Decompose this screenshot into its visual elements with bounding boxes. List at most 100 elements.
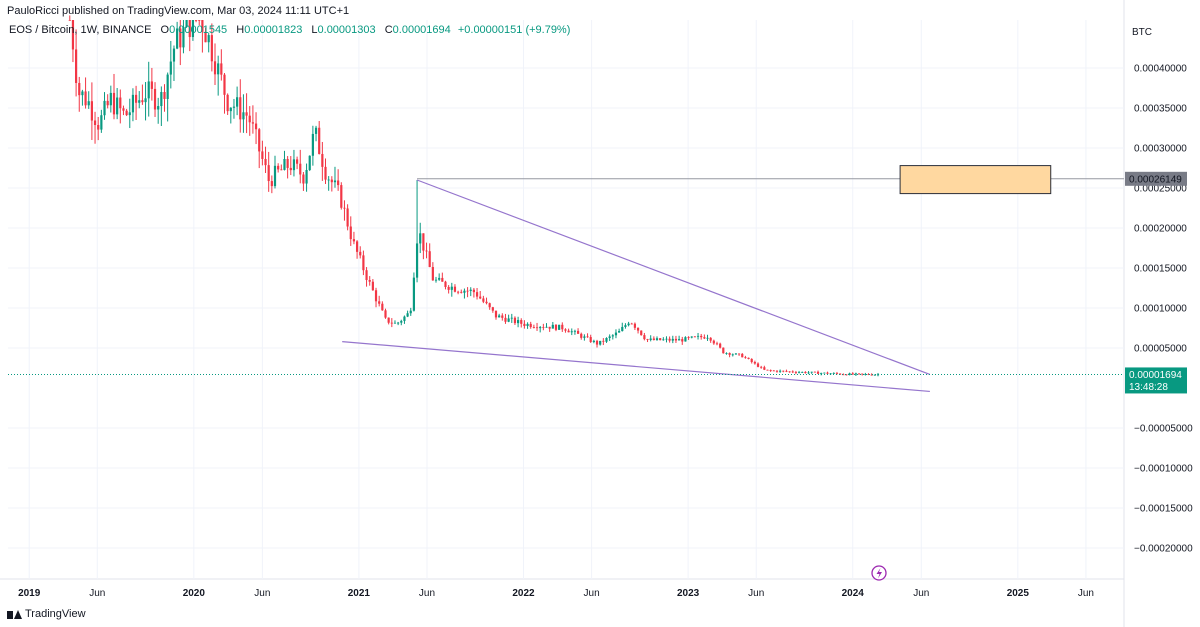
time-tick-label: 2019: [18, 588, 41, 599]
candle-body: [561, 324, 564, 330]
close-value: 0.00001694: [392, 24, 451, 36]
candle-body: [526, 323, 529, 326]
time-tick-label: Jun: [913, 588, 929, 599]
candle-body: [273, 165, 277, 187]
candle-body: [482, 298, 485, 302]
level-price-label: 0.00026149: [1129, 174, 1182, 185]
candle-body: [318, 127, 321, 154]
candle-body: [371, 281, 374, 291]
candle-body: [251, 122, 254, 124]
level-price-badge[interactable]: 0.00026149: [1125, 171, 1187, 186]
footer-brand[interactable]: TradingView: [7, 608, 86, 620]
candle-body: [308, 155, 311, 171]
candle-body: [488, 303, 491, 308]
candle-body: [163, 92, 166, 99]
candle-body: [346, 208, 349, 227]
lightning-icon[interactable]: [871, 565, 887, 581]
candle-body: [700, 335, 703, 338]
candle-body: [264, 158, 267, 166]
candle-body: [542, 327, 545, 328]
candle-body: [539, 327, 542, 329]
candle-body: [444, 281, 447, 287]
candle-body: [520, 320, 523, 324]
candle-body: [665, 338, 668, 340]
brand-label: TradingView: [25, 608, 86, 620]
candle-body: [453, 286, 457, 292]
candle-body: [602, 340, 605, 342]
candle-body: [131, 94, 135, 113]
candle-body: [466, 290, 469, 292]
candle-body: [772, 370, 775, 372]
currency-label[interactable]: BTC: [1132, 27, 1152, 38]
candle-body: [703, 337, 706, 339]
candle-body: [419, 233, 422, 244]
candle-body: [842, 374, 845, 376]
candle-body: [324, 166, 327, 180]
time-tick-label: 2020: [183, 588, 206, 599]
time-axis[interactable]: 2019 Jun 2020 Jun 2021 Jun 2022 Jun 2023 Jun 2024 J…: [18, 588, 1094, 599]
candle-body: [643, 335, 646, 340]
candle-body: [381, 303, 384, 311]
candle-body: [415, 243, 419, 278]
candle-body: [270, 181, 273, 187]
candle-body: [854, 373, 858, 375]
candle-body: [804, 371, 807, 373]
candle-body: [835, 373, 839, 374]
series-legend[interactable]: EOS / Bitcoin, 1W, BINANCE O0.00001545 H…: [9, 24, 570, 36]
candle-body: [861, 373, 864, 375]
candle-body: [409, 310, 412, 314]
candle-body: [75, 49, 78, 83]
candle-body: [766, 369, 769, 371]
candle-body: [769, 370, 772, 371]
candle-body: [422, 233, 425, 251]
candle-body: [242, 112, 245, 120]
candle-body: [605, 338, 608, 342]
candle-body: [153, 88, 157, 110]
candle-body: [618, 331, 621, 333]
candle-body: [611, 335, 614, 337]
candle-body: [671, 338, 674, 341]
candle-body: [292, 159, 296, 171]
candle-body: [258, 129, 261, 152]
candle-body: [223, 74, 226, 95]
candle-body: [343, 207, 346, 209]
level-price-badge-bg: [1125, 171, 1187, 186]
candle-body: [627, 323, 630, 326]
candle-body: [387, 317, 390, 323]
candle-body: [460, 291, 463, 293]
candle-body: [179, 28, 182, 48]
open-label: O: [160, 24, 170, 36]
candle-body: [229, 107, 232, 112]
price-axis[interactable]: 0.00040000 0.00035000 0.00030000 0.00025000…: [1132, 27, 1193, 555]
candle-body: [873, 374, 876, 376]
candle-body: [166, 74, 169, 99]
countdown-label: 13:48:28: [1129, 382, 1168, 393]
candle-body: [78, 82, 81, 96]
candle-body: [510, 317, 513, 319]
candle-body: [791, 371, 794, 373]
lightning-icon-bolt: [876, 568, 882, 579]
candle-body: [523, 323, 526, 326]
time-tick-label: 2024: [842, 588, 865, 599]
price-tick-label: 0.00030000: [1134, 144, 1187, 155]
candle-body: [150, 81, 153, 89]
candle-body: [362, 255, 365, 271]
candle-body: [368, 280, 371, 282]
time-tick-label: Jun: [254, 588, 270, 599]
trendline: [416, 179, 931, 376]
candles: [68, 15, 880, 377]
candle-body: [599, 340, 602, 345]
candle-body: [393, 322, 397, 324]
candle-body: [450, 286, 453, 290]
candle-body: [254, 123, 258, 130]
candle-body: [431, 267, 434, 281]
candle-body: [112, 92, 116, 115]
candle-body: [390, 322, 393, 324]
candle-body: [810, 371, 813, 373]
candle-body: [232, 106, 236, 108]
candle-body: [128, 112, 131, 116]
symbol-label[interactable]: EOS / Bitcoin, 1W, BINANCE: [9, 24, 152, 36]
candle-body: [327, 179, 330, 181]
